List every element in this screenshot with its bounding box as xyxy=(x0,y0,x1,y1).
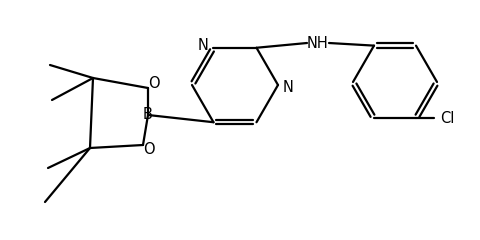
Text: N: N xyxy=(282,79,293,95)
Text: NH: NH xyxy=(307,36,328,50)
Text: B: B xyxy=(143,108,153,122)
Text: N: N xyxy=(197,38,208,53)
Text: O: O xyxy=(148,76,159,90)
Text: O: O xyxy=(143,143,155,157)
Text: Cl: Cl xyxy=(439,111,454,126)
